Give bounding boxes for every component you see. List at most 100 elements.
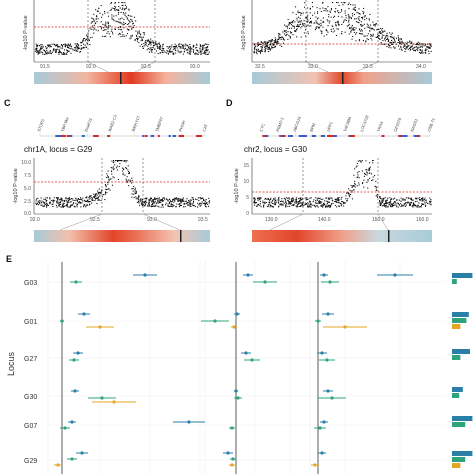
manhattan-point <box>73 202 75 204</box>
manhattan-point <box>111 14 113 16</box>
manhattan-point <box>72 203 74 205</box>
manhattan-point <box>131 34 133 36</box>
manhattan-point <box>391 37 393 39</box>
manhattan-point <box>381 32 383 34</box>
manhattan-point <box>329 197 331 199</box>
manhattan-point <box>409 202 411 204</box>
manhattan-point <box>105 23 107 25</box>
manhattan-point <box>135 20 137 22</box>
manhattan-point <box>44 51 46 53</box>
manhattan-point <box>409 40 411 42</box>
manhattan-point <box>330 30 332 32</box>
manhattan-point <box>118 18 120 20</box>
manhattan-point <box>404 50 406 52</box>
manhattan-point <box>202 52 204 54</box>
manhattan-point <box>309 205 311 207</box>
manhattan-point <box>85 205 87 207</box>
manhattan-point <box>119 163 121 165</box>
manhattan-point <box>150 204 152 206</box>
manhattan-point <box>85 39 87 41</box>
top-left-ylabel: -log10 P-value <box>23 15 29 50</box>
manhattan-point <box>68 47 70 49</box>
gene-label: OSB-71 <box>426 117 436 133</box>
manhattan-point <box>167 200 169 202</box>
manhattan-point <box>85 197 87 199</box>
manhattan-point <box>132 190 134 192</box>
manhattan-point <box>377 33 379 35</box>
manhattan-point <box>421 52 423 54</box>
manhattan-point <box>299 197 301 199</box>
manhattan-point <box>161 50 163 52</box>
manhattan-point <box>390 36 392 38</box>
manhattan-point <box>270 48 272 50</box>
manhattan-point <box>38 50 40 52</box>
manhattan-point <box>358 8 360 10</box>
manhattan-point <box>354 9 356 11</box>
manhattan-point <box>143 200 145 202</box>
manhattan-point <box>355 166 357 168</box>
manhattan-point <box>39 49 41 51</box>
manhattan-point <box>323 21 325 23</box>
manhattan-point <box>188 200 190 202</box>
manhattan-point <box>278 36 280 38</box>
gene-body <box>93 135 99 137</box>
manhattan-point <box>337 202 339 204</box>
manhattan-point <box>36 45 38 47</box>
manhattan-point <box>56 45 58 47</box>
manhattan-point <box>49 50 51 52</box>
manhattan-point <box>156 202 158 204</box>
manhattan-point <box>200 198 202 200</box>
manhattan-point <box>87 39 89 41</box>
manhattan-point <box>133 16 135 18</box>
manhattan-point <box>377 196 379 198</box>
manhattan-point <box>403 205 405 207</box>
manhattan-point <box>268 41 270 43</box>
manhattan-point <box>411 199 413 201</box>
manhattan-point <box>348 8 350 10</box>
manhattan-point <box>273 46 275 48</box>
gene-body <box>142 135 145 137</box>
manhattan-point <box>310 20 312 22</box>
top-left-zoom-line <box>87 61 109 73</box>
manhattan-point <box>391 43 393 45</box>
manhattan-point <box>189 203 191 205</box>
manhattan-point <box>310 206 312 208</box>
manhattan-point <box>421 51 423 53</box>
manhattan-point <box>270 41 272 43</box>
manhattan-point <box>123 168 125 170</box>
manhattan-point <box>172 204 174 206</box>
forest-point <box>82 312 86 316</box>
manhattan-point <box>201 203 203 205</box>
manhattan-point <box>131 188 133 190</box>
manhattan-point <box>317 197 319 199</box>
manhattan-point <box>369 13 371 15</box>
manhattan-point <box>354 182 356 184</box>
manhattan-point <box>40 197 42 199</box>
manhattan-point <box>294 21 296 23</box>
manhattan-point <box>352 29 354 31</box>
manhattan-point <box>324 203 326 205</box>
manhattan-point <box>108 33 110 35</box>
manhattan-point <box>107 15 109 17</box>
manhattan-point <box>294 30 296 32</box>
manhattan-point <box>67 199 69 201</box>
manhattan-point <box>178 203 180 205</box>
manhattan-point <box>120 18 122 20</box>
manhattan-point <box>38 53 40 55</box>
manhattan-point <box>118 2 120 4</box>
manhattan-point <box>383 200 385 202</box>
manhattan-point <box>165 198 167 200</box>
manhattan-point <box>318 200 320 202</box>
manhattan-point <box>341 23 343 25</box>
manhattan-point <box>394 47 396 49</box>
panel-d-gene-track: CYC PRMT-3 ABCG15 BPM UPF1 TAF2BM LOC4728 TRAX G… <box>258 114 436 137</box>
manhattan-point <box>306 203 308 205</box>
manhattan-point <box>154 42 156 44</box>
manhattan-point <box>348 23 350 25</box>
manhattan-point <box>110 167 112 169</box>
manhattan-point <box>186 202 188 204</box>
manhattan-point <box>348 25 350 27</box>
top-right-ylabel: -log10 P-value <box>241 15 247 50</box>
manhattan-point <box>137 38 139 40</box>
manhattan-point <box>58 199 60 201</box>
